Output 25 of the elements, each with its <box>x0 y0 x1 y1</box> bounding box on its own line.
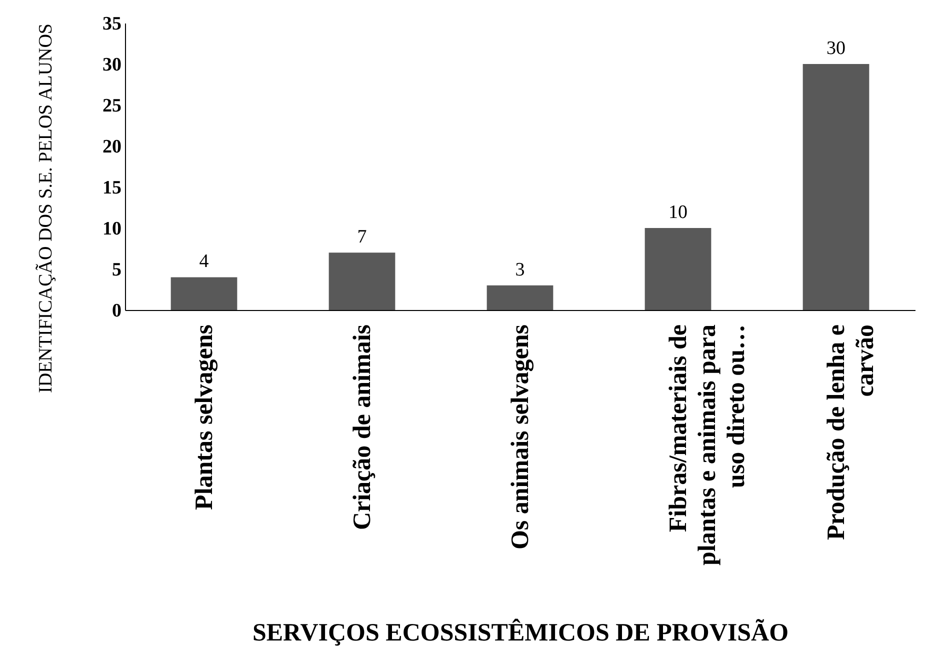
y-tick-label: 20 <box>102 136 122 158</box>
data-label: 30 <box>826 38 846 59</box>
y-tick-label: 30 <box>102 54 122 76</box>
x-axis-title: SERVIÇOS ECOSSISTÊMICOS DE PROVISÃO <box>252 618 789 646</box>
y-tick-label: 35 <box>102 14 122 34</box>
y-tick-label: 15 <box>102 178 122 198</box>
y-tick-label: 25 <box>102 96 122 116</box>
bar <box>486 285 554 310</box>
data-label: 3 <box>515 259 525 280</box>
data-label: 4 <box>199 251 210 272</box>
bar <box>802 64 870 310</box>
data-label: 7 <box>357 226 367 248</box>
bar <box>328 252 396 310</box>
x-tick-label: Os animais selvagens <box>507 324 534 550</box>
x-tick-label: Produção de lenha e carvão <box>823 324 879 540</box>
x-tick-label: Fibras/materiais de plantas e animais para uso direto ou… <box>665 324 750 566</box>
x-tick-label: Plantas selvagens <box>191 324 218 510</box>
y-tick-label: 5 <box>112 260 122 280</box>
y-axis-title: IDENTIFICAÇÃO DOS S.E. PELOS ALUNOS <box>36 24 56 393</box>
x-tick-label: Criação de animais <box>349 324 376 530</box>
data-label: 10 <box>668 202 688 223</box>
bar <box>170 277 238 310</box>
y-tick-label: 10 <box>102 218 122 240</box>
bar <box>644 228 712 310</box>
y-tick-label: 0 <box>112 300 122 322</box>
